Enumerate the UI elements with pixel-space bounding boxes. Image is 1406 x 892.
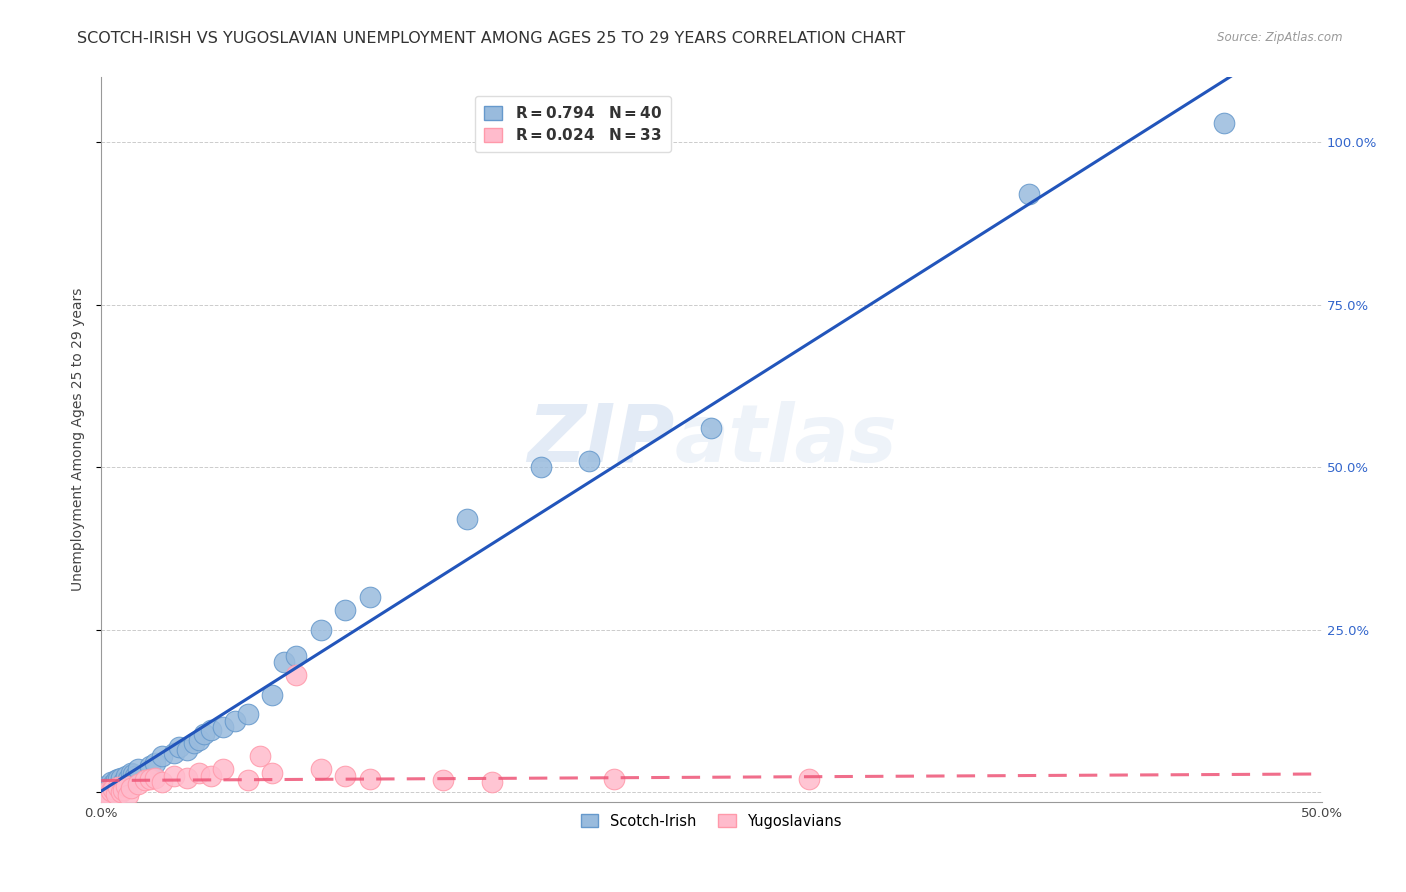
Point [529,460,551,475]
Point [797,772,820,787]
Point [103,777,125,791]
Point [335,603,357,617]
Point [183,736,205,750]
Point [104,773,127,788]
Point [143,756,166,770]
Point [285,668,308,682]
Point [150,749,173,764]
Point [200,769,222,783]
Point [1018,187,1040,202]
Point [187,733,209,747]
Point [117,789,139,803]
Point [236,773,259,788]
Point [110,785,132,799]
Point [94,785,117,799]
Text: ZIP: ZIP [527,401,675,479]
Point [359,772,381,787]
Point [139,772,162,787]
Point [127,763,149,777]
Point [1213,116,1236,130]
Point [262,765,284,780]
Point [134,773,156,788]
Point [107,780,129,794]
Point [100,775,122,789]
Point [309,763,332,777]
Point [456,512,478,526]
Point [335,769,357,783]
Point [200,723,222,738]
Point [120,765,142,780]
Point [124,769,146,783]
Point [176,771,198,785]
Y-axis label: Unemployment Among Ages 25 to 29 years: Unemployment Among Ages 25 to 29 years [72,288,86,591]
Text: atlas: atlas [675,401,897,479]
Point [262,688,284,702]
Point [187,765,209,780]
Point [224,714,246,728]
Point [285,648,308,663]
Point [359,591,381,605]
Point [249,749,271,764]
Point [603,772,626,787]
Point [578,454,600,468]
Point [163,769,186,783]
Point [93,781,115,796]
Point [212,720,235,734]
Point [139,759,162,773]
Text: SCOTCH-IRISH VS YUGOSLAVIAN UNEMPLOYMENT AMONG AGES 25 TO 29 YEARS CORRELATION C: SCOTCH-IRISH VS YUGOSLAVIAN UNEMPLOYMENT… [77,31,905,46]
Point [114,779,136,793]
Point [127,777,149,791]
Point [93,789,115,803]
Point [97,780,120,794]
Point [100,784,122,798]
Point [163,746,186,760]
Point [97,790,120,805]
Point [176,743,198,757]
Point [169,739,191,754]
Point [94,779,117,793]
Point [104,787,127,801]
Text: Source: ZipAtlas.com: Source: ZipAtlas.com [1218,31,1343,45]
Point [120,781,142,796]
Point [309,623,332,637]
Point [122,767,145,781]
Point [103,781,125,796]
Point [112,783,135,797]
Point [432,773,454,788]
Point [212,763,235,777]
Point [117,772,139,787]
Point [481,775,503,789]
Point [273,655,295,669]
Point [107,772,129,787]
Point [193,727,215,741]
Point [114,769,136,783]
Point [143,771,166,785]
Point [150,775,173,789]
Point [700,421,723,435]
Point [110,771,132,785]
Point [236,707,259,722]
Legend: Scotch-Irish, Yugoslavians: Scotch-Irish, Yugoslavians [575,808,848,835]
Point [112,775,135,789]
